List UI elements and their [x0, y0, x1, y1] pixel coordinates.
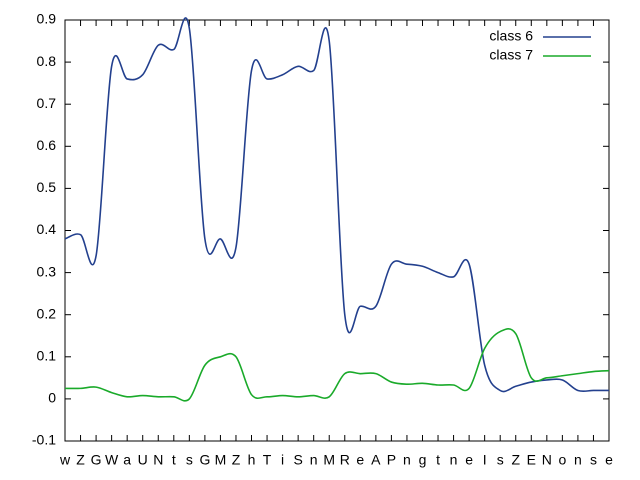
y-tick-label: 0.5	[37, 179, 57, 195]
x-tick-label: n	[574, 452, 582, 468]
x-tick-label: T	[263, 452, 272, 468]
x-tick-label: S	[293, 452, 302, 468]
y-tick-label: -0.1	[32, 432, 56, 448]
x-tick-label: M	[323, 452, 335, 468]
series-line	[64, 327, 610, 402]
x-tick-label: Z	[76, 452, 85, 468]
x-tick-label: Z	[232, 452, 241, 468]
y-tick-label: 0.4	[37, 221, 57, 237]
y-tick-label: 0.7	[37, 95, 57, 111]
x-tick-label: N	[153, 452, 163, 468]
x-tick-label: n	[450, 452, 458, 468]
x-tick-label: n	[403, 452, 411, 468]
x-tick-label: t	[436, 452, 440, 468]
y-tick-label: 0.8	[37, 53, 57, 69]
plot-frame	[64, 19, 610, 442]
y-tick-label: 0.6	[37, 137, 57, 153]
y-tick-label: 0.2	[37, 305, 57, 321]
x-tick-label: P	[387, 452, 396, 468]
x-tick-label: A	[371, 452, 381, 468]
x-tick-label: N	[542, 452, 552, 468]
x-tick-label: e	[465, 452, 473, 468]
x-tick-label: e	[605, 452, 613, 468]
x-tick-label: E	[527, 452, 536, 468]
x-tick-label: I	[483, 452, 487, 468]
x-tick-label: s	[186, 452, 193, 468]
x-tick-label: R	[340, 452, 350, 468]
x-tick-label: o	[558, 452, 566, 468]
x-tick-label: s	[497, 452, 504, 468]
y-tick-label: 0.3	[37, 263, 57, 279]
legend-label: class 7	[489, 47, 533, 63]
x-tick-label: w	[59, 452, 71, 468]
series-line	[64, 17, 609, 393]
legend-label: class 6	[489, 28, 533, 44]
y-tick-label: 0.9	[37, 11, 57, 27]
x-tick-label: U	[138, 452, 148, 468]
x-tick-label: M	[215, 452, 227, 468]
x-tick-label: G	[91, 452, 102, 468]
x-tick-label: G	[199, 452, 210, 468]
x-tick-label: t	[172, 452, 176, 468]
x-tick-label: W	[105, 452, 119, 468]
y-tick-label: 0.1	[37, 348, 57, 364]
x-tick-label: e	[356, 452, 364, 468]
x-tick-label: n	[310, 452, 318, 468]
y-tick-label: 0	[48, 390, 56, 406]
x-tick-label: h	[248, 452, 256, 468]
x-tick-label: i	[281, 452, 284, 468]
x-tick-label: Z	[511, 452, 520, 468]
x-tick-label: s	[590, 452, 597, 468]
x-tick-label: a	[123, 452, 131, 468]
x-tick-label: g	[419, 452, 427, 468]
